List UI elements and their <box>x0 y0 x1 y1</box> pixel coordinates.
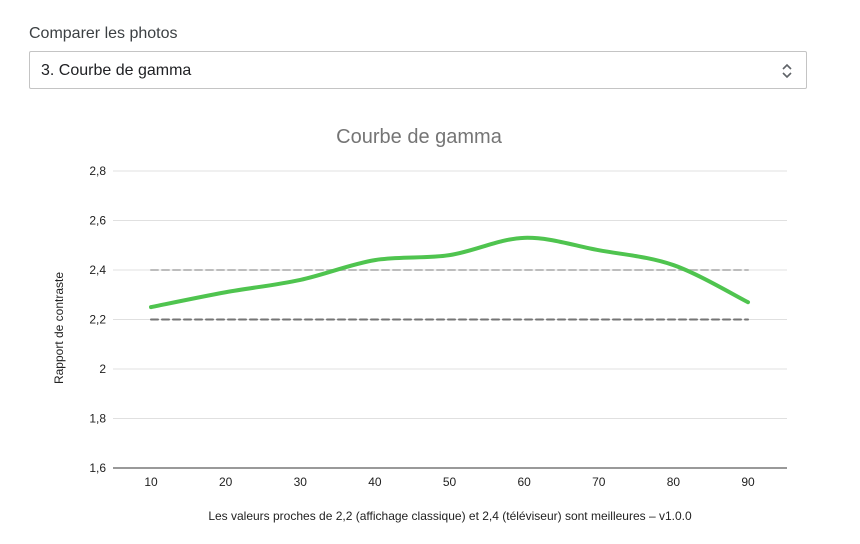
series-line-gamma <box>149 235 750 310</box>
x-tick-label: 40 <box>368 475 382 489</box>
compare-photos-label: Comparer les photos <box>29 25 178 42</box>
x-tick-label: 50 <box>443 475 457 489</box>
x-axis-label: Les valeurs proches de 2,2 (affichage cl… <box>208 509 692 523</box>
chart-title: Courbe de gamma <box>336 126 503 148</box>
x-tick-label: 80 <box>667 475 681 489</box>
y-tick-label: 2,6 <box>89 214 106 228</box>
x-tick-label: 60 <box>517 475 531 489</box>
x-tick-label: 30 <box>294 475 308 489</box>
x-tick-label: 70 <box>592 475 606 489</box>
y-tick-label: 2,4 <box>89 263 106 277</box>
x-tick-label: 90 <box>741 475 755 489</box>
chart-select[interactable]: 3. Courbe de gamma <box>29 51 807 89</box>
x-tick-label: 20 <box>219 475 233 489</box>
gamma-chart: Courbe de gamma 1,6 1,8 2 2,2 2,4 2,6 2,8 10 20… <box>52 126 787 523</box>
y-axis-ticks: 1,6 1,8 2 2,2 2,4 2,6 2,8 <box>89 164 106 475</box>
chart-select-value: 3. Courbe de gamma <box>41 62 192 79</box>
x-tick-label: 10 <box>144 475 158 489</box>
y-tick-label: 1,8 <box>89 412 106 426</box>
chevron-updown-icon <box>782 63 792 79</box>
y-tick-label: 1,6 <box>89 461 106 475</box>
y-tick-label: 2,8 <box>89 164 106 178</box>
x-axis-ticks: 10 20 30 40 50 60 70 80 90 <box>144 475 755 489</box>
y-axis-label: Rapport de contraste <box>52 272 66 384</box>
y-tick-label: 2 <box>99 362 106 376</box>
y-tick-label: 2,2 <box>89 313 106 327</box>
chart-series <box>149 235 750 321</box>
